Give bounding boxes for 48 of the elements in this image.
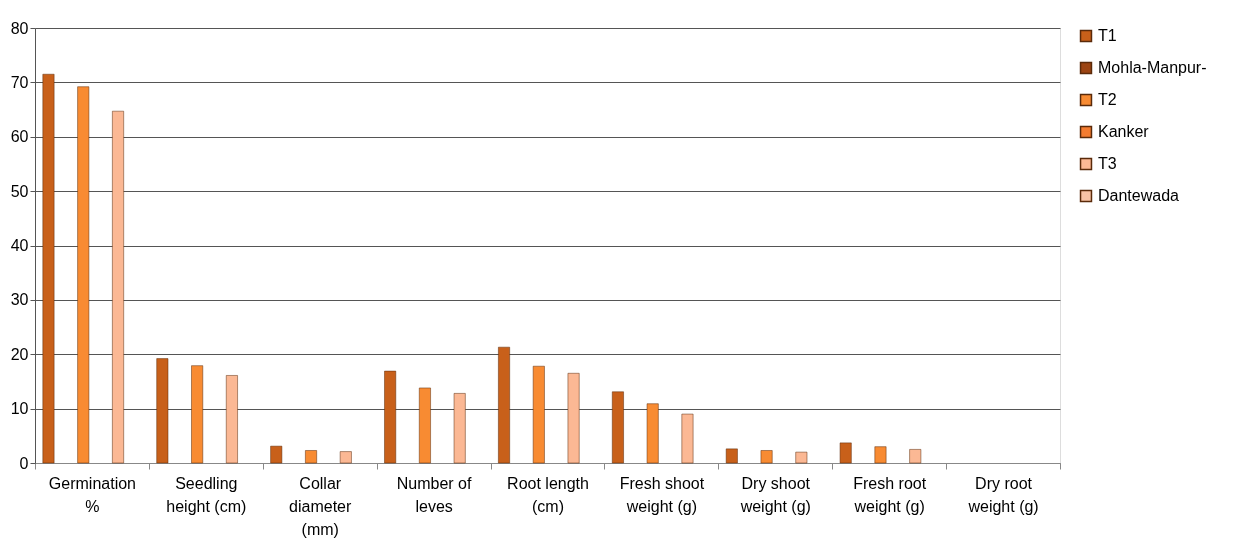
bar [42,73,55,464]
bar [909,449,922,464]
legend-label: Mohla-Manpur- [1098,59,1207,76]
bar [795,451,808,464]
x-tick-label: Dry root weight (g) [967,474,1039,515]
x-tick-label: Number of leves [396,474,473,515]
x-tick-label: Fresh shoot weight (g) [619,474,705,515]
bar [839,442,852,464]
legend-label: T3 [1098,155,1117,172]
y-tick-label: 50 [10,182,29,200]
bar [453,393,466,464]
bar [270,445,283,464]
y-tick-label: 20 [10,345,29,363]
y-tick-label: 0 [19,454,29,472]
legend-label: Kanker [1098,123,1150,140]
y-tick-label: 30 [10,291,29,309]
bar [156,358,169,464]
bar [874,446,887,464]
x-tick-label: Root length (cm) [507,474,589,515]
x-tick-label: Collar diameter (mm) [289,474,353,538]
bar [567,373,580,464]
bar [77,86,90,464]
bar [612,391,624,464]
x-tick-label: Germination % [48,474,137,515]
bar [226,375,238,464]
bar [681,413,694,464]
y-tick-label: 80 [10,19,29,37]
legend-label: T1 [1098,27,1117,44]
bar [191,365,204,464]
bar [498,346,510,464]
y-tick-label: 40 [10,237,29,254]
bar [305,450,317,464]
legend-label: T2 [1098,91,1117,108]
bar [646,403,659,464]
x-tick-label: Fresh root weight (g) [853,474,927,515]
bar [384,370,397,464]
bar [760,450,773,464]
x-tick-label: Seedling height (cm) [166,474,247,515]
bar [532,365,545,464]
x-tick-label: Dry shoot weight (g) [739,474,811,515]
legend-label: Dantewada [1098,187,1180,204]
y-tick-label: 60 [10,128,29,146]
bar [339,451,352,464]
y-tick-label: 10 [10,400,29,418]
bar [725,448,738,464]
bar [419,387,431,464]
bar [112,110,124,464]
y-tick-label: 70 [10,73,29,91]
